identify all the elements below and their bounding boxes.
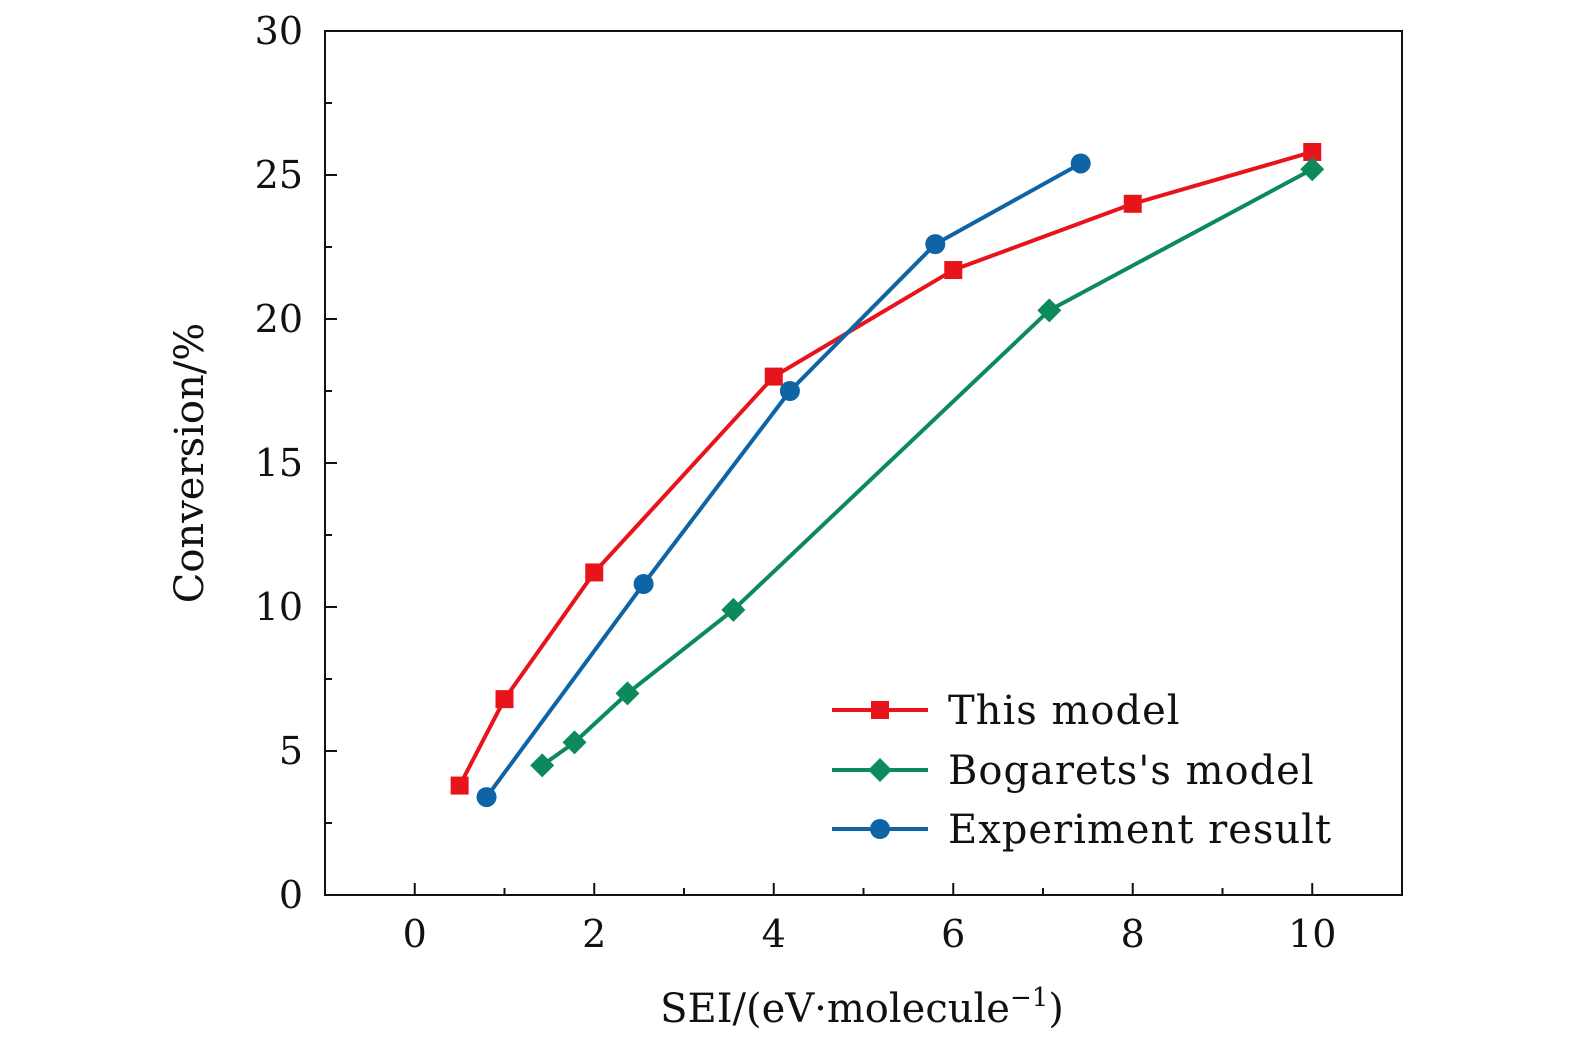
x-axis-title-main: SEI/(eV·molecule <box>660 986 1010 1032</box>
x-tick-label: 6 <box>941 912 965 956</box>
data-point <box>530 753 555 778</box>
x-tick-label: 4 <box>762 912 786 956</box>
y-tick-label: 25 <box>255 153 303 197</box>
series-line <box>541 167 1314 768</box>
data-point <box>764 367 783 386</box>
x-tick-label: 0 <box>403 912 427 956</box>
axes: 0 2 4 6 8 10 0 5 10 15 20 25 30 <box>255 9 1403 956</box>
data-point <box>1303 142 1322 161</box>
data-point <box>721 597 746 622</box>
y-axis-title: Conversion/% <box>167 323 213 604</box>
data-point <box>944 261 963 280</box>
data-point <box>633 573 654 594</box>
legend-label: Experiment result <box>948 807 1332 853</box>
y-tick-label: 15 <box>255 441 303 485</box>
data-point <box>925 234 946 255</box>
data-point <box>1300 157 1325 182</box>
series-2 <box>530 157 1325 778</box>
legend-marker <box>870 819 890 839</box>
data-point <box>476 787 497 808</box>
data-point <box>615 681 640 706</box>
series-1 <box>450 142 1322 795</box>
y-tick-label: 10 <box>255 585 303 629</box>
legend-marker <box>871 701 889 719</box>
series-line <box>457 150 1313 787</box>
data-point <box>450 776 469 795</box>
y-tick-label: 30 <box>255 9 303 53</box>
data-point <box>779 381 800 401</box>
x-tick-label: 10 <box>1288 912 1336 956</box>
data-point <box>1070 153 1091 174</box>
series-layer <box>450 142 1325 808</box>
data-point <box>1037 298 1062 323</box>
data-point <box>585 563 604 582</box>
legend-item: Bogarets's model <box>832 748 1315 794</box>
data-point <box>1123 194 1142 213</box>
x-axis-title-close: ) <box>1048 986 1064 1032</box>
data-point <box>562 730 587 755</box>
x-axis-title-superscript: −1 <box>1010 983 1048 1013</box>
data-point <box>495 690 514 709</box>
series-3 <box>476 153 1091 808</box>
x-tick-label: 8 <box>1121 912 1145 956</box>
x-axis-title: SEI/(eV·molecule−1) <box>660 983 1064 1032</box>
legend-item: This model <box>832 688 1181 734</box>
y-tick-label: 0 <box>279 873 303 917</box>
legend-label: This model <box>948 688 1181 734</box>
legend-item: Experiment result <box>832 807 1332 853</box>
y-tick-label: 20 <box>255 297 303 341</box>
y-tick-label: 5 <box>279 729 303 773</box>
legend-marker <box>868 758 892 782</box>
legend: This model Bogarets's model Experiment res… <box>832 688 1332 853</box>
legend-label: Bogarets's model <box>948 748 1315 794</box>
x-tick-label: 2 <box>582 912 606 956</box>
